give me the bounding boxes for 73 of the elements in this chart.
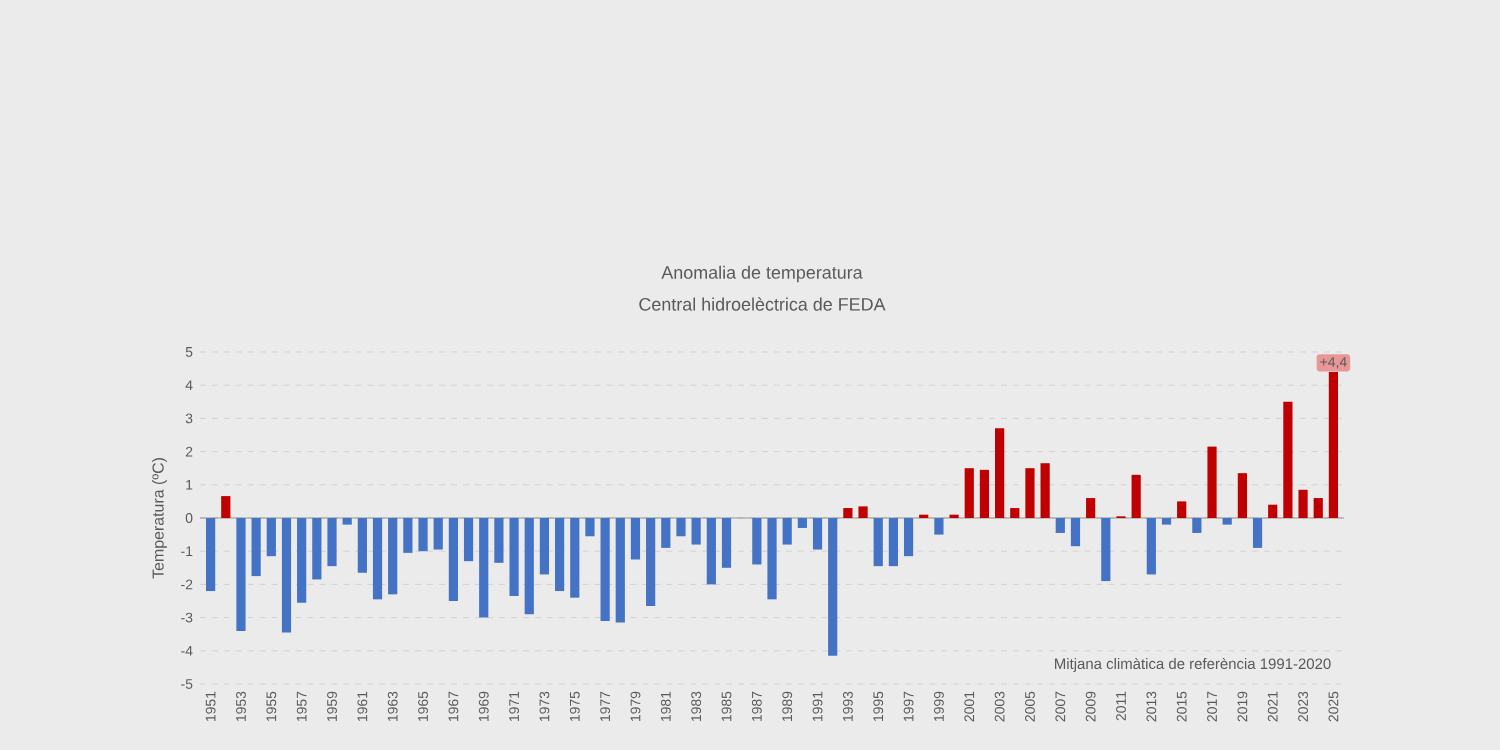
bar	[342, 517, 352, 525]
bar	[706, 517, 716, 585]
bar	[1101, 517, 1111, 582]
bar	[418, 517, 428, 552]
bar	[479, 517, 489, 618]
bar	[1055, 517, 1065, 533]
bar	[266, 517, 276, 557]
bar	[1237, 473, 1247, 518]
bar	[206, 517, 216, 592]
bar	[448, 517, 458, 601]
bar	[676, 517, 686, 537]
bar	[1040, 463, 1050, 518]
bar	[964, 468, 974, 518]
bar	[979, 469, 990, 518]
bar	[752, 517, 762, 565]
bar	[858, 506, 868, 518]
bar	[251, 517, 261, 577]
bar	[221, 496, 231, 518]
bar	[312, 517, 322, 580]
bar	[463, 517, 474, 562]
bar	[388, 517, 398, 595]
bar	[494, 517, 504, 563]
bar	[1313, 498, 1323, 518]
bar	[995, 428, 1005, 518]
bar	[873, 517, 883, 567]
bar	[1283, 401, 1293, 518]
bar	[903, 517, 914, 557]
bar	[1070, 517, 1081, 547]
bar	[1328, 371, 1339, 518]
bar	[721, 517, 732, 568]
bar	[1268, 504, 1278, 518]
bar	[1298, 489, 1308, 518]
bar	[782, 517, 792, 545]
bar	[1207, 446, 1217, 518]
bar	[372, 517, 383, 600]
bar	[1025, 468, 1035, 518]
bar	[797, 517, 807, 528]
bar	[767, 517, 777, 600]
bar	[646, 517, 656, 606]
bar	[509, 517, 519, 597]
bar	[570, 517, 580, 598]
bar	[297, 517, 307, 603]
bar	[1146, 517, 1156, 575]
bar	[524, 517, 534, 615]
bar	[539, 517, 550, 575]
bar	[281, 517, 292, 633]
chart-title: Anomalia de temperatura	[661, 265, 863, 283]
bar	[1192, 517, 1202, 533]
bar	[934, 517, 944, 535]
bar	[600, 517, 610, 621]
bar	[433, 517, 443, 550]
bar	[691, 517, 701, 545]
bar	[812, 517, 823, 550]
bar	[236, 517, 246, 631]
bar	[1252, 517, 1263, 548]
bar	[843, 508, 853, 518]
bar	[615, 517, 625, 623]
bar	[828, 517, 838, 656]
bar	[555, 517, 565, 592]
bar	[1131, 474, 1141, 518]
bar	[1161, 517, 1172, 525]
bar	[888, 517, 898, 567]
bar	[661, 517, 671, 548]
chart-subtitle: Central hidroelèctrica de FEDA	[639, 297, 886, 311]
bar	[403, 517, 413, 553]
bar	[1010, 508, 1020, 518]
bar	[1086, 498, 1096, 518]
bar	[630, 517, 641, 560]
bar	[357, 517, 367, 573]
bar	[1177, 501, 1187, 518]
bar	[585, 517, 595, 537]
bar	[1222, 517, 1232, 525]
bar	[327, 517, 337, 567]
